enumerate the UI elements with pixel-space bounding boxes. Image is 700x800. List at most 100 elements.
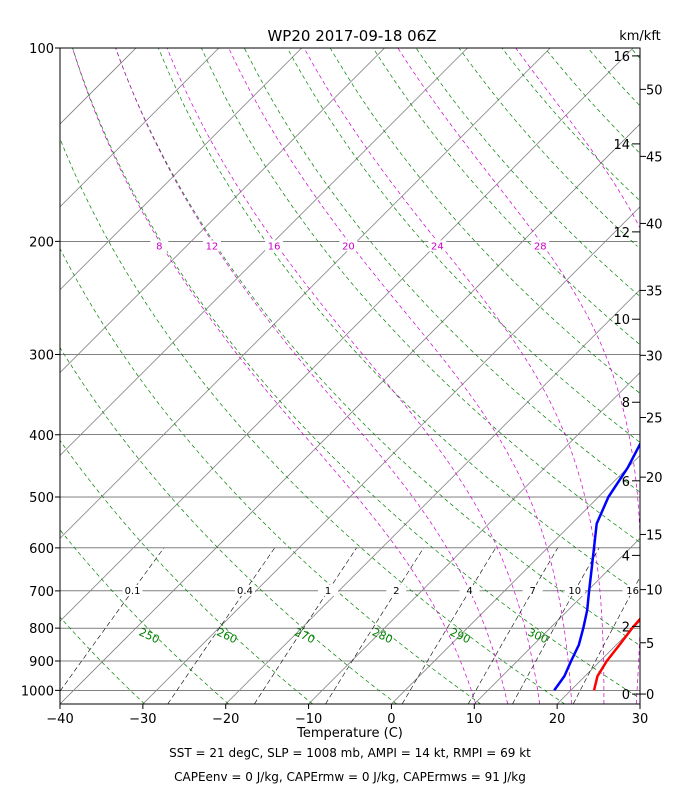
x-tick-label: 10	[466, 712, 483, 727]
km-tick-label: 16	[613, 50, 630, 65]
x-axis-label: Temperature (C)	[296, 726, 403, 741]
km-tick-label: 10	[613, 313, 630, 328]
x-tick-label: 0	[387, 712, 395, 727]
dry-adiabat-line	[458, 48, 640, 250]
dry-adiabat-label: 300	[526, 626, 551, 647]
mixing-ratio-line	[512, 547, 600, 704]
height-unit-label: km/kft	[619, 29, 661, 44]
dry-adiabat-line	[329, 48, 640, 394]
kft-tick-label: 0	[646, 688, 654, 703]
pressure-tick-label: 400	[29, 429, 54, 444]
kft-tick-label: 40	[646, 217, 663, 232]
isotherm-line	[60, 48, 137, 125]
mixing-ratio-label: 0.1	[125, 586, 141, 597]
mixing-ratio-label: 7	[529, 586, 535, 597]
mixing-ratio-label: 16	[626, 586, 639, 597]
km-tick-label: 4	[622, 549, 630, 564]
moist-adiabat-label-bg	[339, 240, 358, 252]
km-tick-label: 14	[613, 138, 630, 153]
kft-tick-label: 30	[646, 349, 663, 364]
moist-adiabat-label: 16	[268, 241, 281, 252]
dry-adiabat-line	[587, 48, 640, 107]
pressure-tick-label: 100	[29, 42, 54, 57]
mixing-ratio-line	[167, 547, 275, 704]
x-tick-label: −20	[212, 712, 239, 727]
dry-adiabat-line	[60, 702, 61, 704]
mixing-ratio-label: 4	[466, 586, 472, 597]
moist-adiabat-label: 32	[640, 241, 653, 252]
moist-adiabat-label: 20	[342, 241, 355, 252]
mixing-ratio-label-bg	[122, 584, 143, 596]
moist-adiabat-label: 24	[431, 241, 444, 252]
isotherm-gridlines	[0, 48, 640, 704]
moist-adiabat-line	[397, 48, 640, 704]
moist-adiabat-line	[72, 48, 477, 704]
isotherm-line	[60, 48, 220, 208]
pressure-tick-label: 900	[29, 655, 54, 670]
dry-adiabat-label: 280	[370, 626, 395, 647]
moist-adiabat-label-bg	[265, 240, 284, 252]
moist-adiabat-label-bg	[531, 240, 550, 252]
moist-adiabat-label: 28	[534, 241, 547, 252]
mixing-ratio-label: 10	[568, 586, 581, 597]
pressure-tick-label: 300	[29, 348, 54, 363]
dry-adiabat-label: 270	[292, 626, 317, 647]
dry-adiabat-label: 260	[215, 626, 240, 647]
x-tick-label: 30	[632, 712, 649, 727]
kft-tick-label: 20	[646, 471, 663, 486]
moist-adiabats	[72, 48, 640, 704]
kft-axis-ticks: 0 5 10 15 20 25 30 35 40 45 50	[640, 83, 663, 703]
mixing-ratio-label-bg	[459, 584, 480, 596]
kft-tick-label: 10	[646, 584, 663, 599]
dry-adiabat-line	[372, 48, 640, 346]
isotherm-line	[60, 123, 640, 704]
x-axis-ticks: −40 −30 −20 −10 0 10 20 30	[46, 704, 648, 727]
dry-adiabat-line	[201, 48, 640, 543]
km-tick-label: 0	[622, 688, 630, 703]
moist-adiabat-line	[115, 48, 509, 704]
x-tick-label: −30	[129, 712, 156, 727]
isotherm-line	[60, 48, 302, 291]
mixing-ratio-label: 2	[393, 586, 399, 597]
mixing-ratio-line	[325, 547, 424, 704]
mixing-ratio-label-bg	[564, 584, 585, 596]
kft-tick-label: 35	[646, 284, 663, 299]
dry-adiabat-label: 250	[137, 626, 162, 647]
mixing-ratio-lines	[60, 547, 640, 704]
kft-tick-label: 25	[646, 412, 663, 427]
x-tick-label: 20	[549, 712, 566, 727]
kft-tick-label: 50	[646, 83, 663, 98]
dry-adiabat-line	[115, 48, 640, 646]
isotherm-line	[60, 48, 385, 374]
km-axis-ticks: 0 2 4 6 8 10 12 14 16	[613, 50, 640, 703]
isotherm-line	[0, 48, 53, 704]
moist-adiabat-line	[515, 48, 640, 229]
kft-tick-label: 5	[646, 637, 654, 652]
dry-adiabat-line	[60, 439, 313, 704]
mixing-ratio-label: 0.4	[237, 586, 253, 597]
mixing-ratio-line	[254, 547, 357, 704]
isotherm-line	[60, 48, 551, 539]
dry-adiabat-line	[60, 247, 481, 704]
dry-adiabat-label: 290	[448, 626, 473, 647]
mixing-ratio-label-bg	[318, 584, 339, 596]
sounding-profiles	[553, 441, 640, 692]
moist-adiabat-label-bg	[202, 240, 221, 252]
dry-adiabat-line	[60, 346, 397, 704]
moist-adiabat-label-bg	[637, 240, 640, 252]
pressure-axis-ticks: 100 200 300 400 500 600 700 800 900 1000	[21, 42, 60, 699]
pressure-tick-label: 600	[29, 542, 54, 557]
moist-adiabat-label-bg	[150, 240, 169, 252]
km-tick-label: 12	[613, 226, 630, 241]
x-tick-label: −40	[46, 712, 73, 727]
kft-tick-label: 15	[646, 528, 663, 543]
pressure-tick-label: 200	[29, 235, 54, 250]
km-tick-label: 8	[622, 396, 630, 411]
temperature-profile-line	[592, 617, 640, 691]
cape-summary: CAPEenv = 0 J/kg, CAPErmw = 0 J/kg, CAPE…	[174, 770, 526, 784]
isotherm-line	[60, 48, 634, 622]
dry-adiabat-line	[60, 529, 229, 704]
isotherm-line	[639, 703, 640, 704]
